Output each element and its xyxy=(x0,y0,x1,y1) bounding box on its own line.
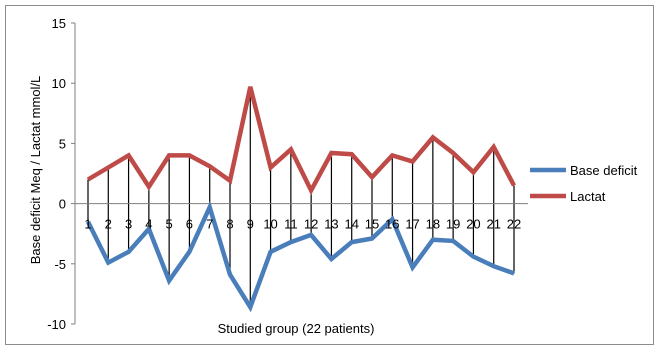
y-tick-label: -10 xyxy=(47,317,66,332)
x-tick-label: 9 xyxy=(247,217,254,232)
x-tick-label: 15 xyxy=(365,217,379,232)
y-axis-label: Base deficit Meq / Lactat mmol/L xyxy=(28,76,43,265)
x-tick-label: 18 xyxy=(426,217,440,232)
axes xyxy=(71,22,528,325)
x-axis-label: Studied group (22 patients) xyxy=(218,321,375,336)
y-tick-label: 0 xyxy=(59,197,66,212)
legend-label: Base deficit xyxy=(570,163,638,178)
series-line-base-deficit xyxy=(85,200,515,313)
x-tick-label: 14 xyxy=(344,217,358,232)
x-tick-label: 8 xyxy=(226,217,233,232)
x-tick-label: 16 xyxy=(385,217,399,232)
x-tick-label: 7 xyxy=(206,217,213,232)
x-tick-label: 3 xyxy=(125,217,132,232)
x-tick-label: 4 xyxy=(145,217,152,232)
x-tick-label: 13 xyxy=(324,217,338,232)
x-tick-label: 10 xyxy=(263,217,277,232)
x-tick-label: 1 xyxy=(84,217,91,232)
x-tick-label: 17 xyxy=(405,217,419,232)
x-tick-label: 20 xyxy=(466,217,480,232)
y-tick-label: -5 xyxy=(54,257,66,272)
drop-lines xyxy=(87,86,515,308)
legend-label: Lactat xyxy=(570,189,606,204)
x-tick-label: 22 xyxy=(507,217,521,232)
x-tick-label: 19 xyxy=(446,217,460,232)
x-tick-label: 2 xyxy=(105,217,112,232)
x-axis-ticks: 1 2 3 4 5 6 7 8 9 10 11 12 13 14 15 16 17 18 19 20 21 22 xyxy=(84,217,521,232)
x-tick-label: 6 xyxy=(186,217,193,232)
y-tick-label: 10 xyxy=(52,76,66,91)
y-axis-ticks: -10 -5 0 5 10 15 xyxy=(47,16,66,332)
y-tick-label: 5 xyxy=(59,136,66,151)
y-tick-label: 15 xyxy=(52,16,66,31)
legend: Base deficit Lactat xyxy=(530,163,638,204)
series-lines xyxy=(85,86,516,313)
x-tick-label: 12 xyxy=(304,217,318,232)
series-line-lactat xyxy=(86,86,516,196)
chart-border xyxy=(5,5,654,345)
x-tick-label: 11 xyxy=(284,217,298,232)
x-tick-label: 5 xyxy=(166,217,173,232)
x-tick-label: 21 xyxy=(486,217,500,232)
